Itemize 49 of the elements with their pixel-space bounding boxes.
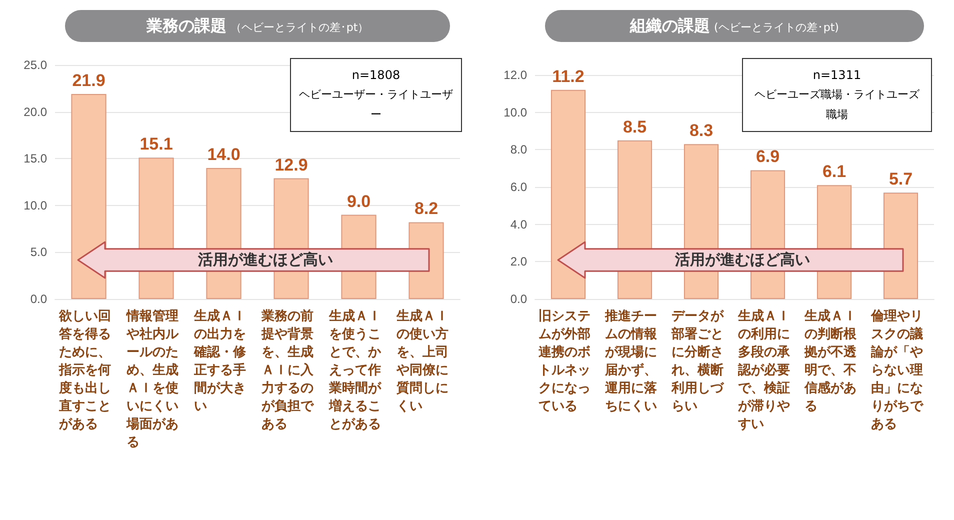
data-label: 11.2 [552,66,584,86]
y-tick-label: 0.0 [510,292,528,306]
x-tick-label: 生成ＡＩの利用に多段の承認が必要で、検証が滞りやすい [738,308,791,434]
annotation: ヘビーユーズ職場・ライトユーズ職場 [754,87,920,123]
bar [550,90,586,299]
y-tick-label: 6.0 [510,180,528,194]
data-label: 6.1 [822,162,846,182]
data-label: 5.7 [888,170,913,189]
chart-subtitle: （ヘビーとライトの差･pt） [230,21,369,34]
y-tick-label: 10.0 [24,198,48,212]
annotation: n=1311 [812,67,862,84]
x-tick-label: 推進チームの情報が現場に届かず、運用に落ちにくい [604,308,658,416]
y-tick-label: 12.0 [504,68,528,82]
data-label: 14.0 [207,144,240,164]
x-tick-label: 旧システムが外部連携のボトルネックになっている [538,308,592,416]
y-tick-label: 8.0 [510,142,528,157]
x-tick-label: 生成ＡＩの使い方を、上司や同僚に質問しにくい [396,308,450,416]
y-tick-label: 2.0 [510,254,528,269]
annotation: n=1808 [350,67,402,84]
data-label: 8.5 [622,117,647,136]
y-tick-label: 5.0 [30,245,48,260]
annotation: 活用が進むほど高い [198,250,333,270]
data-label: 12.9 [274,155,308,174]
x-tick-label: 欲しい回答を得るために、指示を何度も出し直すことがある [58,308,112,434]
x-tick-label: データが部署ごとに分断され、横断利用しづらい [671,308,725,416]
data-label: 8.3 [689,121,714,140]
y-tick-label: 4.0 [510,217,528,232]
bar [71,94,106,299]
y-tick-label: 20.0 [24,104,48,119]
data-label: 8.2 [414,199,438,218]
data-label: 6.9 [756,147,780,166]
data-label: 21.9 [72,71,106,90]
chart-title: 組織の課題 [630,16,710,35]
x-tick-label: 業務の前提や背景を、生成ＡＩに入力するのが負担である [261,308,315,434]
x-tick-label: 生成ＡＩの判断根拠が不透明で、不信感がある [804,308,858,416]
annotation: ヘビーユーザー・ライトユーザー [299,87,453,123]
data-label: 9.0 [346,192,371,211]
y-tick-label: 0.0 [30,292,48,306]
y-tick-label: 25.0 [24,58,48,72]
annotation: 活用が進むほど高い [675,250,810,270]
chart-subtitle: (ヘビーとライトの差･pt) [714,21,839,34]
x-tick-label: 情報管理や社内ルールのため、生成ＡＩを使いにくい場面がある [126,308,180,452]
y-tick-label: 10.0 [504,105,528,120]
data-label: 15.1 [140,134,173,154]
x-tick-label: 生成ＡＩの出力を確認・修正する手間が大きい [194,308,247,416]
x-tick-label: 倫理やリスクの議論が「やらない理由」になりがちである [870,308,924,434]
chart-title: 業務の課題 [146,16,226,35]
y-tick-label: 15.0 [24,152,48,166]
x-tick-label: 生成ＡＩを使うことで、かえって作業時間が増えることがある [328,308,382,434]
